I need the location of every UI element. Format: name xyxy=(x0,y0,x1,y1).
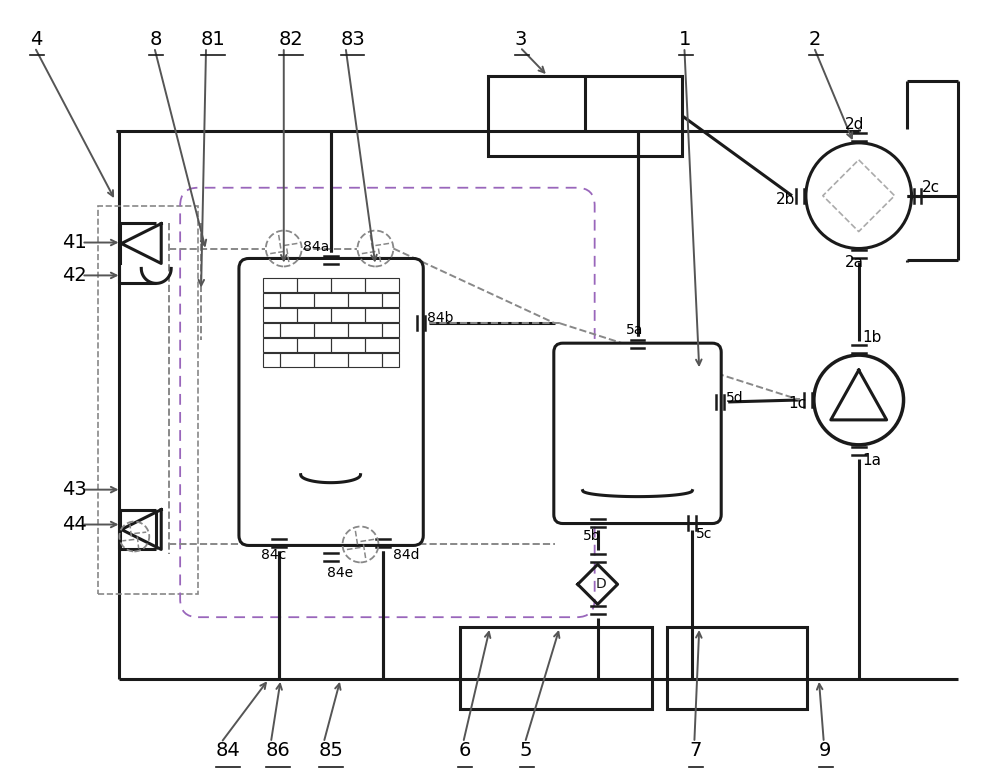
Text: 1a: 1a xyxy=(863,453,882,468)
Bar xyxy=(297,339,331,352)
Bar xyxy=(314,323,348,337)
Text: 1b: 1b xyxy=(863,330,882,345)
Text: 4: 4 xyxy=(30,30,42,49)
Text: 2a: 2a xyxy=(845,255,864,270)
Bar xyxy=(263,278,297,292)
Bar xyxy=(382,293,399,307)
Text: 9: 9 xyxy=(819,741,831,760)
Text: 83: 83 xyxy=(341,30,365,49)
Bar xyxy=(297,308,331,322)
Bar xyxy=(331,308,365,322)
Bar xyxy=(280,323,314,337)
Text: 8: 8 xyxy=(149,30,162,49)
Text: 6: 6 xyxy=(458,741,471,760)
Bar xyxy=(365,278,399,292)
Text: 41: 41 xyxy=(62,233,86,252)
Text: 84d: 84d xyxy=(393,548,420,562)
FancyBboxPatch shape xyxy=(554,343,721,523)
Text: 81: 81 xyxy=(201,30,226,49)
Bar xyxy=(382,323,399,337)
Bar xyxy=(365,339,399,352)
Bar xyxy=(280,293,314,307)
Text: 2: 2 xyxy=(809,30,821,49)
Text: 84a: 84a xyxy=(303,239,329,254)
Bar xyxy=(263,339,297,352)
Text: 84: 84 xyxy=(216,741,241,760)
Bar xyxy=(314,293,348,307)
Text: 84c: 84c xyxy=(261,548,286,562)
Bar xyxy=(348,323,382,337)
Text: 3: 3 xyxy=(515,30,527,49)
Text: 5: 5 xyxy=(520,741,532,760)
Bar xyxy=(365,308,399,322)
Bar xyxy=(348,293,382,307)
Bar xyxy=(331,339,365,352)
Bar xyxy=(263,308,297,322)
Text: 42: 42 xyxy=(62,266,86,285)
Text: 2d: 2d xyxy=(845,118,864,133)
Text: 43: 43 xyxy=(62,480,86,499)
Text: D: D xyxy=(595,577,606,591)
Text: 5d: 5d xyxy=(726,391,744,405)
Bar xyxy=(263,293,280,307)
Text: 44: 44 xyxy=(62,515,86,534)
FancyBboxPatch shape xyxy=(239,258,423,545)
Bar xyxy=(488,76,682,156)
Bar xyxy=(280,353,314,367)
Bar xyxy=(348,353,382,367)
Bar xyxy=(314,353,348,367)
Bar xyxy=(98,206,198,594)
Text: 1: 1 xyxy=(679,30,692,49)
Bar xyxy=(331,278,365,292)
Bar xyxy=(667,627,807,709)
Text: 5c: 5c xyxy=(696,527,713,541)
Text: 7: 7 xyxy=(689,741,702,760)
Bar xyxy=(382,353,399,367)
Bar xyxy=(460,627,652,709)
Bar xyxy=(263,353,280,367)
Text: 82: 82 xyxy=(279,30,304,49)
Text: 5a: 5a xyxy=(626,323,643,337)
Text: 85: 85 xyxy=(319,741,344,760)
Bar xyxy=(297,278,331,292)
Text: 84b: 84b xyxy=(427,311,454,325)
Text: 2b: 2b xyxy=(776,192,795,207)
Text: 2c: 2c xyxy=(921,180,940,195)
Text: 1c: 1c xyxy=(788,396,806,412)
Text: 5b: 5b xyxy=(583,530,600,544)
Text: 86: 86 xyxy=(266,741,291,760)
Text: 84e: 84e xyxy=(327,566,353,580)
Bar xyxy=(263,323,280,337)
